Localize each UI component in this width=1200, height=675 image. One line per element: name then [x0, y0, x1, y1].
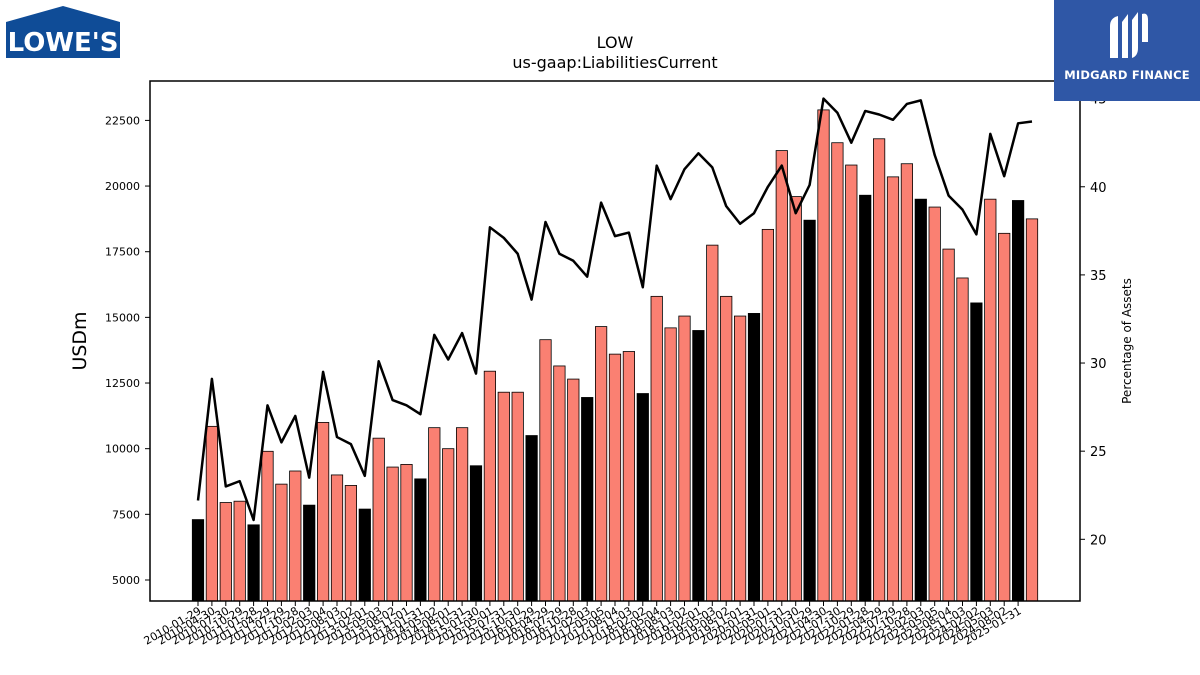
bar-60: [1025, 218, 1039, 602]
bar-50: [886, 176, 900, 602]
bar-47: [845, 164, 858, 602]
y2-tick-label: 25: [1090, 445, 1107, 460]
bar-32: [636, 393, 649, 602]
bar-35: [678, 315, 691, 602]
y-tick-label: 17500: [105, 246, 140, 259]
y-axis-right: 202530354045: [1080, 93, 1107, 548]
bar-8: [303, 504, 316, 602]
y2-tick-label: 20: [1090, 533, 1107, 548]
y-tick-label: 22500: [105, 114, 140, 127]
line-group: [196, 97, 1033, 522]
bar-44: [803, 219, 816, 602]
bar-39: [734, 315, 747, 602]
bar-9: [316, 422, 330, 602]
bar-21: [483, 370, 497, 602]
y2-tick-label: 40: [1090, 181, 1107, 196]
bar-5: [261, 450, 274, 602]
y-tick-label: 10000: [105, 443, 140, 456]
bar-51: [900, 163, 914, 602]
y-tick-label: 5000: [112, 574, 140, 587]
bar-17: [428, 427, 441, 602]
bar-42: [775, 150, 788, 602]
y-tick-label: 20000: [105, 180, 140, 193]
bar-26: [553, 365, 566, 602]
x-axis: 2010-01-292010-04-302010-07-302010-10-29…: [142, 601, 1024, 648]
bar-58: [998, 232, 1011, 602]
bar-33: [650, 295, 663, 602]
bar-53: [928, 206, 941, 602]
y2-tick-label: 35: [1090, 269, 1107, 284]
plot-frame: [149, 80, 1081, 602]
bar-3: [233, 500, 246, 602]
midgard-finance-logo: MIDGARD FINANCE: [1054, 0, 1200, 101]
bar-1: [205, 425, 218, 602]
bar-0: [191, 519, 205, 602]
bar-20: [469, 465, 483, 602]
bar-40: [747, 313, 761, 602]
chart-title: LOW: [597, 33, 634, 52]
bar-41: [761, 228, 775, 602]
lowes-logo-text: LOWE'S: [8, 28, 119, 58]
bar-4: [247, 524, 260, 602]
percentage-line: [196, 97, 1033, 522]
bar-34: [664, 327, 677, 602]
y-axis-label: USDm: [69, 311, 91, 370]
bar-54: [942, 248, 955, 602]
bar-49: [873, 138, 886, 602]
bar-55: [956, 277, 969, 602]
midgard-finance-text: MIDGARD FINANCE: [1064, 68, 1190, 82]
bar-36: [692, 330, 705, 602]
y-axis-left: 5000 7500 10000 12500 15000 17500 20000 22500: [105, 114, 150, 587]
bar-28: [581, 397, 594, 602]
bar-2: [219, 502, 232, 602]
chart-subtitle: us-gaap:LiabilitiesCurrent: [512, 53, 717, 72]
bar-30: [608, 353, 622, 602]
bar-38: [720, 295, 733, 602]
bar-11: [344, 485, 358, 602]
bar-31: [622, 351, 636, 602]
bar-23: [511, 391, 524, 602]
bar-37: [706, 244, 719, 602]
bar-59: [1012, 200, 1025, 602]
bar-22: [497, 391, 510, 602]
lowes-logo: LOWE'S: [6, 6, 120, 58]
bar-24: [525, 435, 538, 602]
bar-57: [984, 198, 997, 602]
bar-56: [970, 302, 983, 602]
midgard-emblem-icon: [1110, 12, 1148, 58]
bar-16: [414, 478, 427, 602]
bar-25: [539, 339, 552, 602]
bar-13: [372, 437, 385, 602]
bar-45: [817, 109, 830, 602]
bar-6: [275, 483, 288, 602]
bar-48: [859, 194, 872, 602]
bar-10: [330, 474, 344, 602]
y-tick-label: 15000: [105, 311, 140, 324]
bar-29: [595, 326, 608, 602]
bar-18: [442, 448, 455, 602]
bar-27: [567, 378, 580, 602]
bar-14: [386, 466, 399, 602]
bar-46: [831, 142, 844, 602]
y2-tick-label: 30: [1090, 357, 1107, 372]
bar-7: [289, 470, 302, 602]
y-tick-label: 7500: [112, 508, 140, 521]
bar-12: [358, 508, 371, 602]
y2-axis-label: Percentage of Assets: [1120, 278, 1134, 404]
bar-19: [455, 427, 469, 602]
y-tick-label: 12500: [105, 377, 140, 390]
bar-group: [191, 109, 1039, 602]
bar-52: [914, 198, 927, 602]
bar-43: [789, 196, 802, 602]
bar-15: [400, 464, 413, 602]
